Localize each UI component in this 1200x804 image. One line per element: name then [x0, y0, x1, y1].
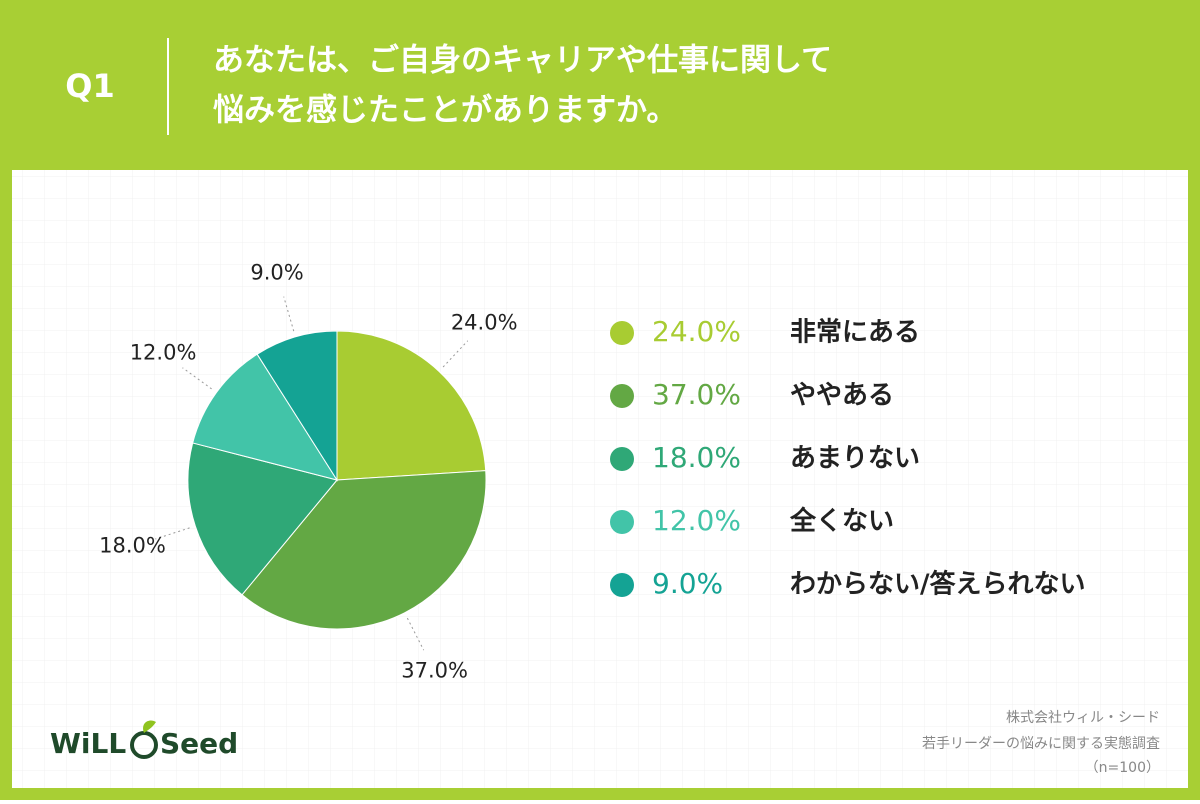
data-label: 37.0% [401, 659, 468, 683]
data-label: 9.0% [250, 261, 303, 285]
data-label: 18.0% [99, 533, 166, 557]
legend-label: わからない/答えられない [790, 569, 1086, 600]
legend-marker [610, 573, 634, 597]
legend-value: 18.0% [652, 441, 741, 474]
legend-label: ややある [790, 381, 894, 411]
pie-slice [192, 353, 339, 481]
legend-value: 24.0% [652, 315, 741, 348]
pie-slice [187, 442, 338, 596]
pie-slice [241, 470, 487, 630]
logo-text: WiLL [50, 727, 126, 760]
data-label: 24.0% [451, 310, 518, 334]
leader-line [406, 617, 425, 651]
title-line: 悩みを感じたことがありますか。 [213, 93, 677, 129]
question-label: Q1 [65, 67, 114, 105]
legend-label: あまりない [790, 444, 920, 474]
legend-label: 全くない [789, 506, 894, 537]
legend-value: 37.0% [652, 378, 741, 411]
source-text: （n=100） [1085, 760, 1160, 776]
data-label: 12.0% [130, 341, 197, 365]
legend-label: 非常にある [790, 318, 920, 348]
legend-marker [610, 510, 634, 534]
pie-slice [336, 330, 487, 481]
logo-icon [130, 720, 158, 759]
legend-marker [610, 447, 634, 471]
title-line: あなたは、ご自身のキャリアや仕事に関して [213, 43, 832, 79]
source-text: 株式会社ウィル・シード [1006, 710, 1160, 726]
leader-line [283, 296, 295, 332]
pie-slice [256, 330, 338, 482]
source-text: 若手リーダーの悩みに関する実態調査 [922, 736, 1160, 752]
legend-marker [610, 321, 634, 345]
legend-value: 9.0% [652, 567, 723, 600]
legend-marker [610, 384, 634, 408]
legend-value: 12.0% [652, 504, 741, 537]
leader-line [182, 367, 212, 390]
leader-line [442, 340, 469, 368]
logo-text: Seed [160, 727, 238, 760]
leader-line [155, 527, 190, 540]
